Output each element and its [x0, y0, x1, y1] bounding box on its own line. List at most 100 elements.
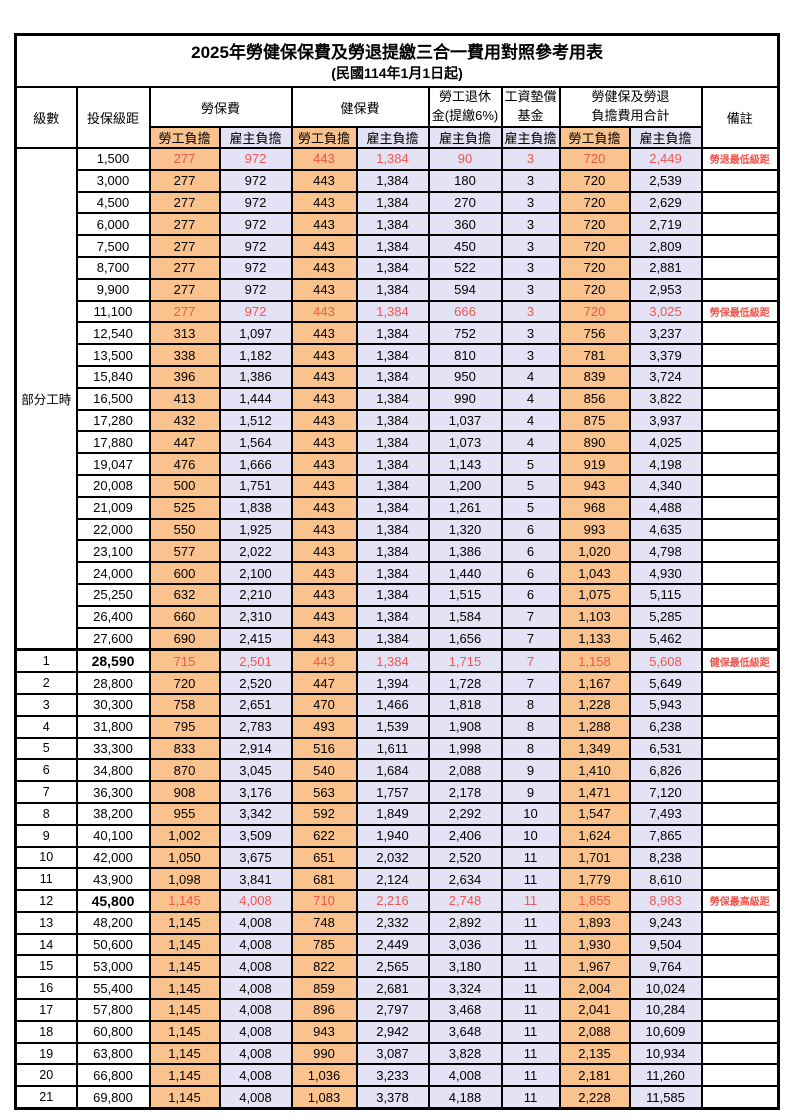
cell-value: 11 [500, 1019, 561, 1044]
cell-value: 972 [218, 190, 293, 215]
cell-remark [700, 671, 780, 695]
cell-value: 277 [148, 212, 221, 237]
cell-value: 2,942 [355, 1019, 430, 1044]
cell-remark [700, 190, 780, 215]
page-title: 2025年勞健保保費及勞退提繳三合一費用對照參考用表 [191, 42, 603, 62]
cell-bracket: 43,900 [75, 867, 151, 892]
header-pension-line1: 勞工退休 [438, 89, 491, 105]
cell-value: 2,210 [218, 582, 293, 607]
cell-value: 2,783 [218, 714, 293, 739]
table-row: 21,009 525 1,838 443 1,384 1,261 5 968 4,488 [16, 495, 780, 520]
cell-level: 5 [14, 736, 78, 761]
cell-value: 1,584 [427, 604, 503, 629]
cell-value: 908 [148, 780, 221, 804]
cell-remark [700, 626, 780, 651]
cell-value: 1,228 [558, 692, 631, 717]
cell-value: 2,681 [355, 976, 430, 1001]
cell-remark [700, 343, 780, 367]
header-total: 勞健保及勞退 負擔費用合計 [558, 86, 703, 128]
cell-remark [700, 277, 780, 302]
cell-value: 4,025 [628, 430, 703, 455]
cell-remark [700, 452, 780, 476]
cell-value: 896 [290, 998, 358, 1022]
cell-value: 720 [558, 255, 631, 280]
header-health-insurance: 健保費 [290, 86, 430, 128]
cell-value: 1,145 [148, 1041, 221, 1066]
cell-level: 7 [14, 780, 78, 804]
cell-value: 7,120 [628, 780, 703, 804]
cell-value: 443 [290, 299, 358, 324]
cell-value: 943 [290, 1019, 358, 1044]
cell-value: 6 [500, 539, 561, 564]
cell-bracket: 45,800 [75, 889, 151, 913]
cell-remark [700, 255, 780, 280]
cell-value: 2,406 [427, 823, 503, 848]
cell-bracket: 36,300 [75, 780, 151, 804]
cell-value: 3,036 [427, 932, 503, 957]
cell-value: 2,022 [218, 539, 293, 564]
cell-level: 1 [14, 648, 78, 674]
cell-value: 3,233 [355, 1063, 430, 1088]
header-level: 級數 [14, 86, 78, 149]
cell-value: 1,145 [148, 976, 221, 1001]
cell-value: 2,797 [355, 998, 430, 1022]
cell-value: 1,384 [355, 539, 430, 564]
cell-remark [700, 364, 780, 389]
cell-bracket: 50,600 [75, 932, 151, 957]
cell-level: 15 [14, 954, 78, 979]
table-row: 17,280 432 1,512 443 1,384 1,037 4 875 3,937 [16, 408, 780, 433]
cell-value: 5,943 [628, 692, 703, 717]
cell-value: 720 [558, 277, 631, 302]
cell-remark: 健保最低級距 [700, 648, 780, 674]
cell-bracket: 1,500 [75, 147, 151, 171]
cell-bracket: 17,880 [75, 430, 151, 455]
cell-remark [700, 758, 780, 783]
table-row: 12,540 313 1,097 443 1,384 752 3 756 3,237 [16, 321, 780, 346]
table-row: 17,880 447 1,564 443 1,384 1,073 4 890 4,025 [16, 430, 780, 455]
cell-value: 2,124 [355, 867, 430, 892]
table-row: 8,700 277 972 443 1,384 522 3 720 2,881 [16, 255, 780, 280]
cell-value: 710 [290, 889, 358, 913]
cell-value: 11 [500, 1063, 561, 1088]
cell-value: 4,008 [218, 1041, 293, 1066]
cell-value: 972 [218, 147, 293, 171]
cell-bracket: 40,100 [75, 823, 151, 848]
table-row: 20,008 500 1,751 443 1,384 1,200 5 943 4,340 [16, 473, 780, 498]
cell-value: 2,135 [558, 1041, 631, 1066]
cell-value: 1,384 [355, 430, 430, 455]
cell-remark [700, 1019, 780, 1044]
cell-value: 8 [500, 736, 561, 761]
cell-bracket: 33,300 [75, 736, 151, 761]
cell-bracket: 13,500 [75, 343, 151, 367]
cell-value: 715 [148, 648, 221, 674]
cell-remark [700, 823, 780, 848]
cell-value: 2,041 [558, 998, 631, 1022]
cell-value: 550 [148, 517, 221, 542]
cell-value: 413 [148, 386, 221, 411]
cell-value: 11 [500, 1041, 561, 1066]
cell-value: 5,608 [628, 648, 703, 674]
cell-remark [700, 168, 780, 193]
table-row: 3 30,300 758 2,651 470 1,466 1,818 8 1,228 5,943 [14, 692, 780, 717]
cell-value: 1,384 [355, 190, 430, 215]
cell-value: 1,349 [558, 736, 631, 761]
cell-value: 2,032 [355, 845, 430, 870]
cell-remark [700, 408, 780, 433]
header-total-line2: 負擔費用合計 [591, 108, 670, 123]
cell-bracket: 11,100 [75, 299, 151, 324]
cell-remark [700, 517, 780, 542]
cell-bracket: 26,400 [75, 604, 151, 629]
cell-value: 1,547 [558, 801, 631, 826]
cell-value: 2,914 [218, 736, 293, 761]
cell-value: 1,539 [355, 714, 430, 739]
cell-value: 3,045 [218, 758, 293, 783]
cell-value: 8,983 [628, 889, 703, 913]
cell-value: 6,531 [628, 736, 703, 761]
cell-bracket: 31,800 [75, 714, 151, 739]
cell-level: 3 [14, 692, 78, 717]
cell-value: 11 [500, 889, 561, 913]
cell-value: 1,002 [148, 823, 221, 848]
cell-value: 443 [290, 561, 358, 585]
cell-value: 748 [290, 910, 358, 935]
cell-value: 4 [500, 408, 561, 433]
